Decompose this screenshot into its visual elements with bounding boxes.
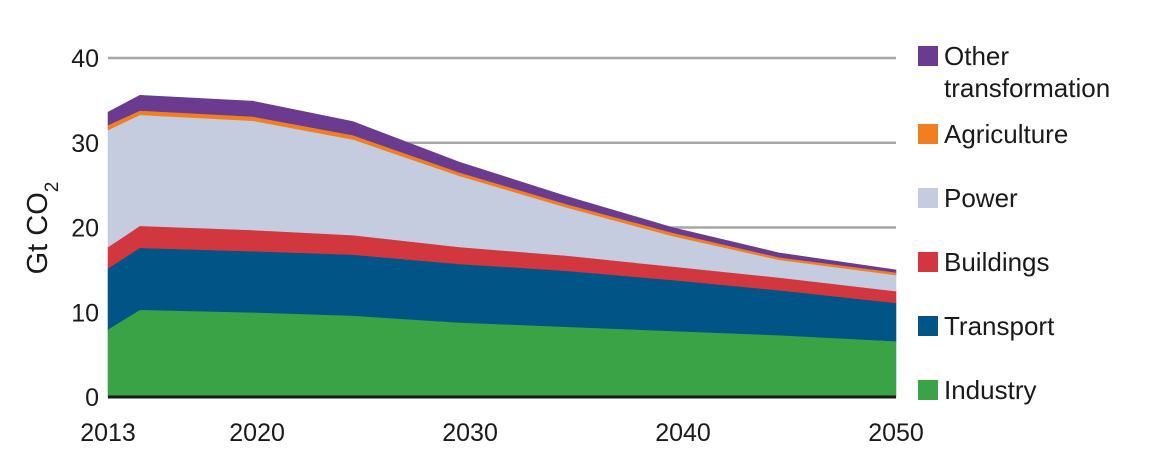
x-tick-label-2050: 2050 [868,419,924,447]
stacked-areas [107,94,897,398]
legend-swatch-other-transformation [918,46,938,66]
legend-item-industry: Industry [918,375,1037,405]
legend-item-agriculture: Agriculture [918,119,1068,149]
legend-swatch-industry [918,380,938,400]
legend-swatch-transport [918,316,938,336]
y-tick-label-30: 30 [71,130,99,158]
legend-label-industry: Industry [944,375,1037,405]
legend-item-buildings: Buildings [918,247,1050,277]
y-axis-title-group: Gt CO2 [22,182,63,275]
y-tick-label-0: 0 [85,384,99,412]
legend-swatch-power [918,188,938,208]
x-tick-label-2013: 2013 [80,419,136,447]
x-tick-labels: 2013 2020 2030 2040 2050 [80,419,924,447]
y-tick-label-10: 10 [71,299,99,327]
y-axis-title-subscript: 2 [42,182,63,193]
legend-swatch-buildings [918,252,938,272]
legend-swatch-agriculture [918,124,938,144]
x-tick-label-2040: 2040 [655,419,711,447]
legend-label-other-transformation: Other [944,41,1009,71]
y-tick-label-20: 20 [71,215,99,243]
legend-label-agriculture: Agriculture [944,119,1068,149]
x-tick-label-2020: 2020 [229,419,285,447]
area-other-transformation [107,94,897,273]
y-tick-label-40: 40 [71,45,99,73]
y-axis-title: Gt CO2 [22,182,63,275]
legend-label-transport: Transport [944,311,1055,341]
legend-item-power: Power [918,183,1018,213]
legend-label-buildings: Buildings [944,247,1050,277]
x-tick-label-2030: 2030 [442,419,498,447]
y-tick-labels: 0 10 20 30 40 [71,45,99,412]
y-axis-title-main: Gt CO [22,192,54,274]
legend-label-power: Power [944,183,1018,213]
legend-item-transport: Transport [918,311,1055,341]
legend-label-other-transformation-line2: transformation [944,73,1110,103]
